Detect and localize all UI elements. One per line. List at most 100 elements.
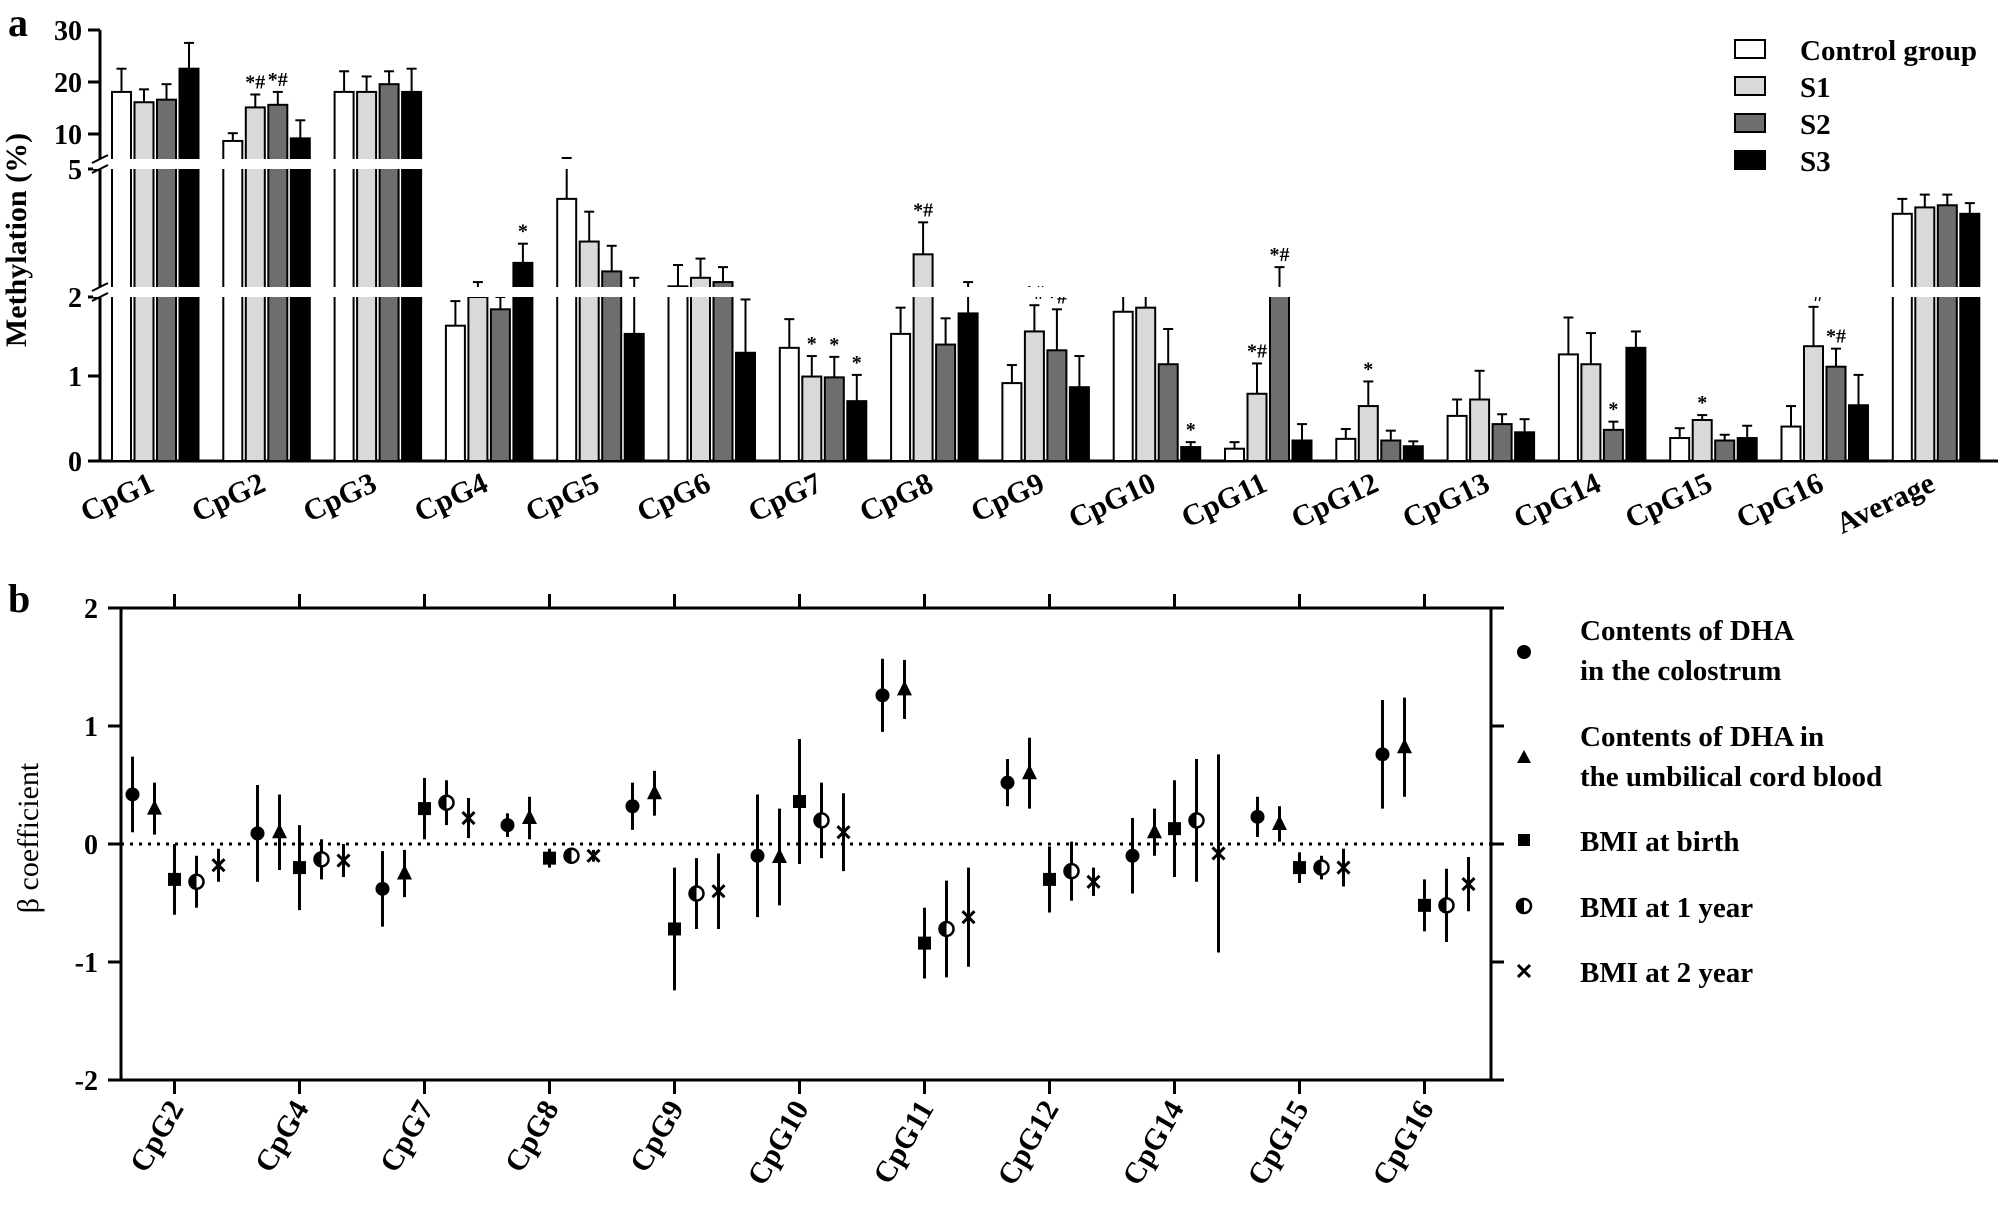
bar-s2-cpg9 [1046, 349, 1068, 462]
a-category-label: CpG5 [521, 466, 604, 528]
point-circle [875, 688, 890, 703]
point-square [168, 872, 181, 886]
point-cross [711, 884, 726, 899]
bar-s1-cpg11 [1246, 392, 1268, 463]
point-square [918, 936, 931, 950]
a-legend-label: Control group [1800, 35, 1977, 67]
a-break-mark-lower [91, 282, 109, 302]
point-triangle [147, 799, 162, 815]
a-ytick-label: 2 [68, 283, 82, 314]
bar-s1-cpg13 [1469, 398, 1491, 462]
a-legend-label: S2 [1800, 109, 1831, 141]
b-legend-label: in the colostrum [1580, 655, 1781, 687]
bar-s2-average [1936, 204, 1958, 462]
significance-annotation: * [1363, 358, 1373, 380]
significance-annotation: *# [1270, 244, 1290, 266]
a-category-label: CpG14 [1509, 466, 1606, 535]
a-ytick-label: 1 [68, 362, 82, 393]
point-circle [1125, 848, 1140, 863]
point-half-circle-fill [439, 795, 447, 810]
bar-s3-average [1959, 212, 1981, 462]
bar-s2-cpg7 [823, 376, 845, 462]
a-category-label: Average [1831, 466, 1940, 540]
bar-s2-cpg12 [1380, 439, 1402, 462]
bar-control-cpg7 [778, 346, 800, 462]
a-category-label: CpG12 [1286, 466, 1383, 535]
point-circle [1000, 775, 1015, 790]
b-legend-marker-cross [1516, 963, 1532, 979]
b-points [125, 658, 1476, 991]
point-circle [625, 799, 640, 814]
point-half-circle-fill [189, 874, 197, 889]
bar-s3-cpg12 [1402, 445, 1424, 462]
a-ytick-label: 20 [54, 68, 82, 99]
b-category-label: CpG10 [741, 1095, 815, 1191]
significance-annotation: * [807, 333, 817, 355]
b-category-label: CpG4 [249, 1095, 316, 1178]
bar-s3-cpg9 [1068, 386, 1090, 463]
a-legend-swatch-s3 [1734, 150, 1766, 170]
b-legend-label: the umbilical cord blood [1580, 761, 1882, 793]
point-circle [1250, 809, 1265, 824]
a-category-label: CpG6 [632, 466, 715, 528]
panel-a-letter: a [8, 0, 28, 45]
a-category-label: CpG8 [855, 466, 938, 528]
a-legend-label: S3 [1800, 146, 1831, 178]
bar-s2-cpg6 [712, 281, 734, 463]
a-category-label: CpG11 [1176, 466, 1272, 534]
point-circle [125, 787, 140, 802]
bar-s3-cpg11 [1291, 439, 1313, 462]
b-ytick-label: -1 [75, 948, 98, 979]
a-category-label: CpG3 [298, 466, 381, 528]
significance-annotation: * [518, 221, 528, 243]
point-half-circle-fill [1064, 864, 1072, 879]
a-category-label: CpG13 [1398, 466, 1495, 535]
a-category-label: CpG1 [76, 466, 159, 528]
point-cross [1211, 846, 1226, 861]
point-square [1043, 872, 1056, 886]
bar-s1-cpg12 [1357, 405, 1379, 462]
point-triangle [1397, 738, 1412, 754]
bar-control-cpg6 [667, 285, 689, 463]
point-circle [750, 848, 765, 863]
bar-s3-cpg3 [401, 90, 423, 462]
point-circle [375, 881, 390, 896]
b-ytick-label: 2 [84, 594, 98, 625]
b-category-label: CpG7 [374, 1095, 441, 1178]
bar-control-average [1891, 212, 1913, 462]
significance-annotation: *# [268, 69, 288, 91]
significance-annotation: * [1186, 419, 1196, 441]
bar-control-cpg8 [890, 332, 912, 462]
a-category-label: CpG16 [1731, 466, 1828, 535]
a-category-labels: CpG1 CpG2 CpG3 CpG4 CpG5 CpG6 CpG7 CpG8 CpG9 CpG1… [76, 466, 1940, 540]
a-break-mark-upper [91, 154, 109, 174]
a-axis-break-upper [93, 159, 2003, 169]
b-legend-marker-square [1518, 834, 1530, 846]
b-legend-label: Contents of DHA in [1580, 721, 1824, 753]
point-half-circle-fill [814, 813, 822, 828]
a-axis-break-lower [93, 287, 2003, 297]
a-legend-swatch-s2 [1734, 113, 1766, 133]
bar-s2-cpg14 [1602, 428, 1624, 462]
b-ytick-label: 0 [84, 830, 98, 861]
a-ytick-label: 5 [68, 155, 82, 186]
bar-s3-cpg16 [1848, 404, 1869, 462]
bar-s2-cpg16 [1825, 365, 1847, 463]
point-cross [586, 848, 601, 863]
point-circle [250, 826, 265, 841]
bar-s3-cpg14 [1625, 346, 1647, 462]
point-square [668, 922, 681, 936]
a-ytick-label: 10 [54, 120, 82, 151]
bar-s1-average [1914, 206, 1936, 462]
bar-s1-cpg8 [912, 253, 934, 462]
bar-s1-cpg3 [356, 90, 378, 462]
significance-annotation: *# [1826, 326, 1846, 348]
bar-s3-cpg1 [178, 67, 200, 462]
bar-s3-cpg10 [1180, 446, 1202, 462]
bar-s3-cpg7 [846, 400, 868, 463]
a-ytick-label: 0 [68, 447, 82, 478]
b-category-label: CpG16 [1366, 1095, 1440, 1191]
bar-s3-cpg8 [957, 312, 979, 462]
bar-s1-cpg16 [1803, 345, 1824, 463]
